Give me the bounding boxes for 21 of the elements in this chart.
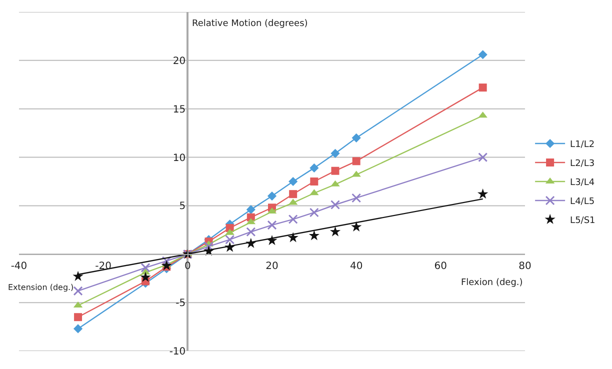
y-tick-label: 10	[172, 152, 186, 164]
y-tick-label: 15	[172, 104, 186, 116]
y-tick-label: -5	[176, 298, 186, 310]
legend-label: L5/S1	[570, 216, 596, 226]
y-axis-title: Relative Motion (degrees)	[192, 19, 308, 29]
x-axis-title: Flexion (deg.)	[461, 278, 523, 288]
x-tick-label: 60	[434, 261, 448, 272]
x-tick-label: 0	[184, 261, 191, 272]
y-tick-label: -10	[169, 346, 186, 358]
legend-label: L4/L5	[570, 197, 595, 208]
y-tick-label: 20	[172, 56, 186, 67]
legend-label: L1/L2	[570, 140, 595, 150]
x-tick-label: 40	[350, 261, 363, 272]
legend-label: L2/L3	[570, 159, 595, 170]
annotation: Extension (deg.)	[8, 283, 74, 292]
x-tick-label: -40	[10, 261, 28, 272]
x-tick-label: -20	[95, 261, 112, 272]
y-tick-label: 5	[179, 201, 186, 212]
legend-label: L3/L4	[570, 178, 595, 188]
x-tick-label: 80	[518, 261, 532, 272]
x-tick-label: 20	[266, 261, 278, 272]
